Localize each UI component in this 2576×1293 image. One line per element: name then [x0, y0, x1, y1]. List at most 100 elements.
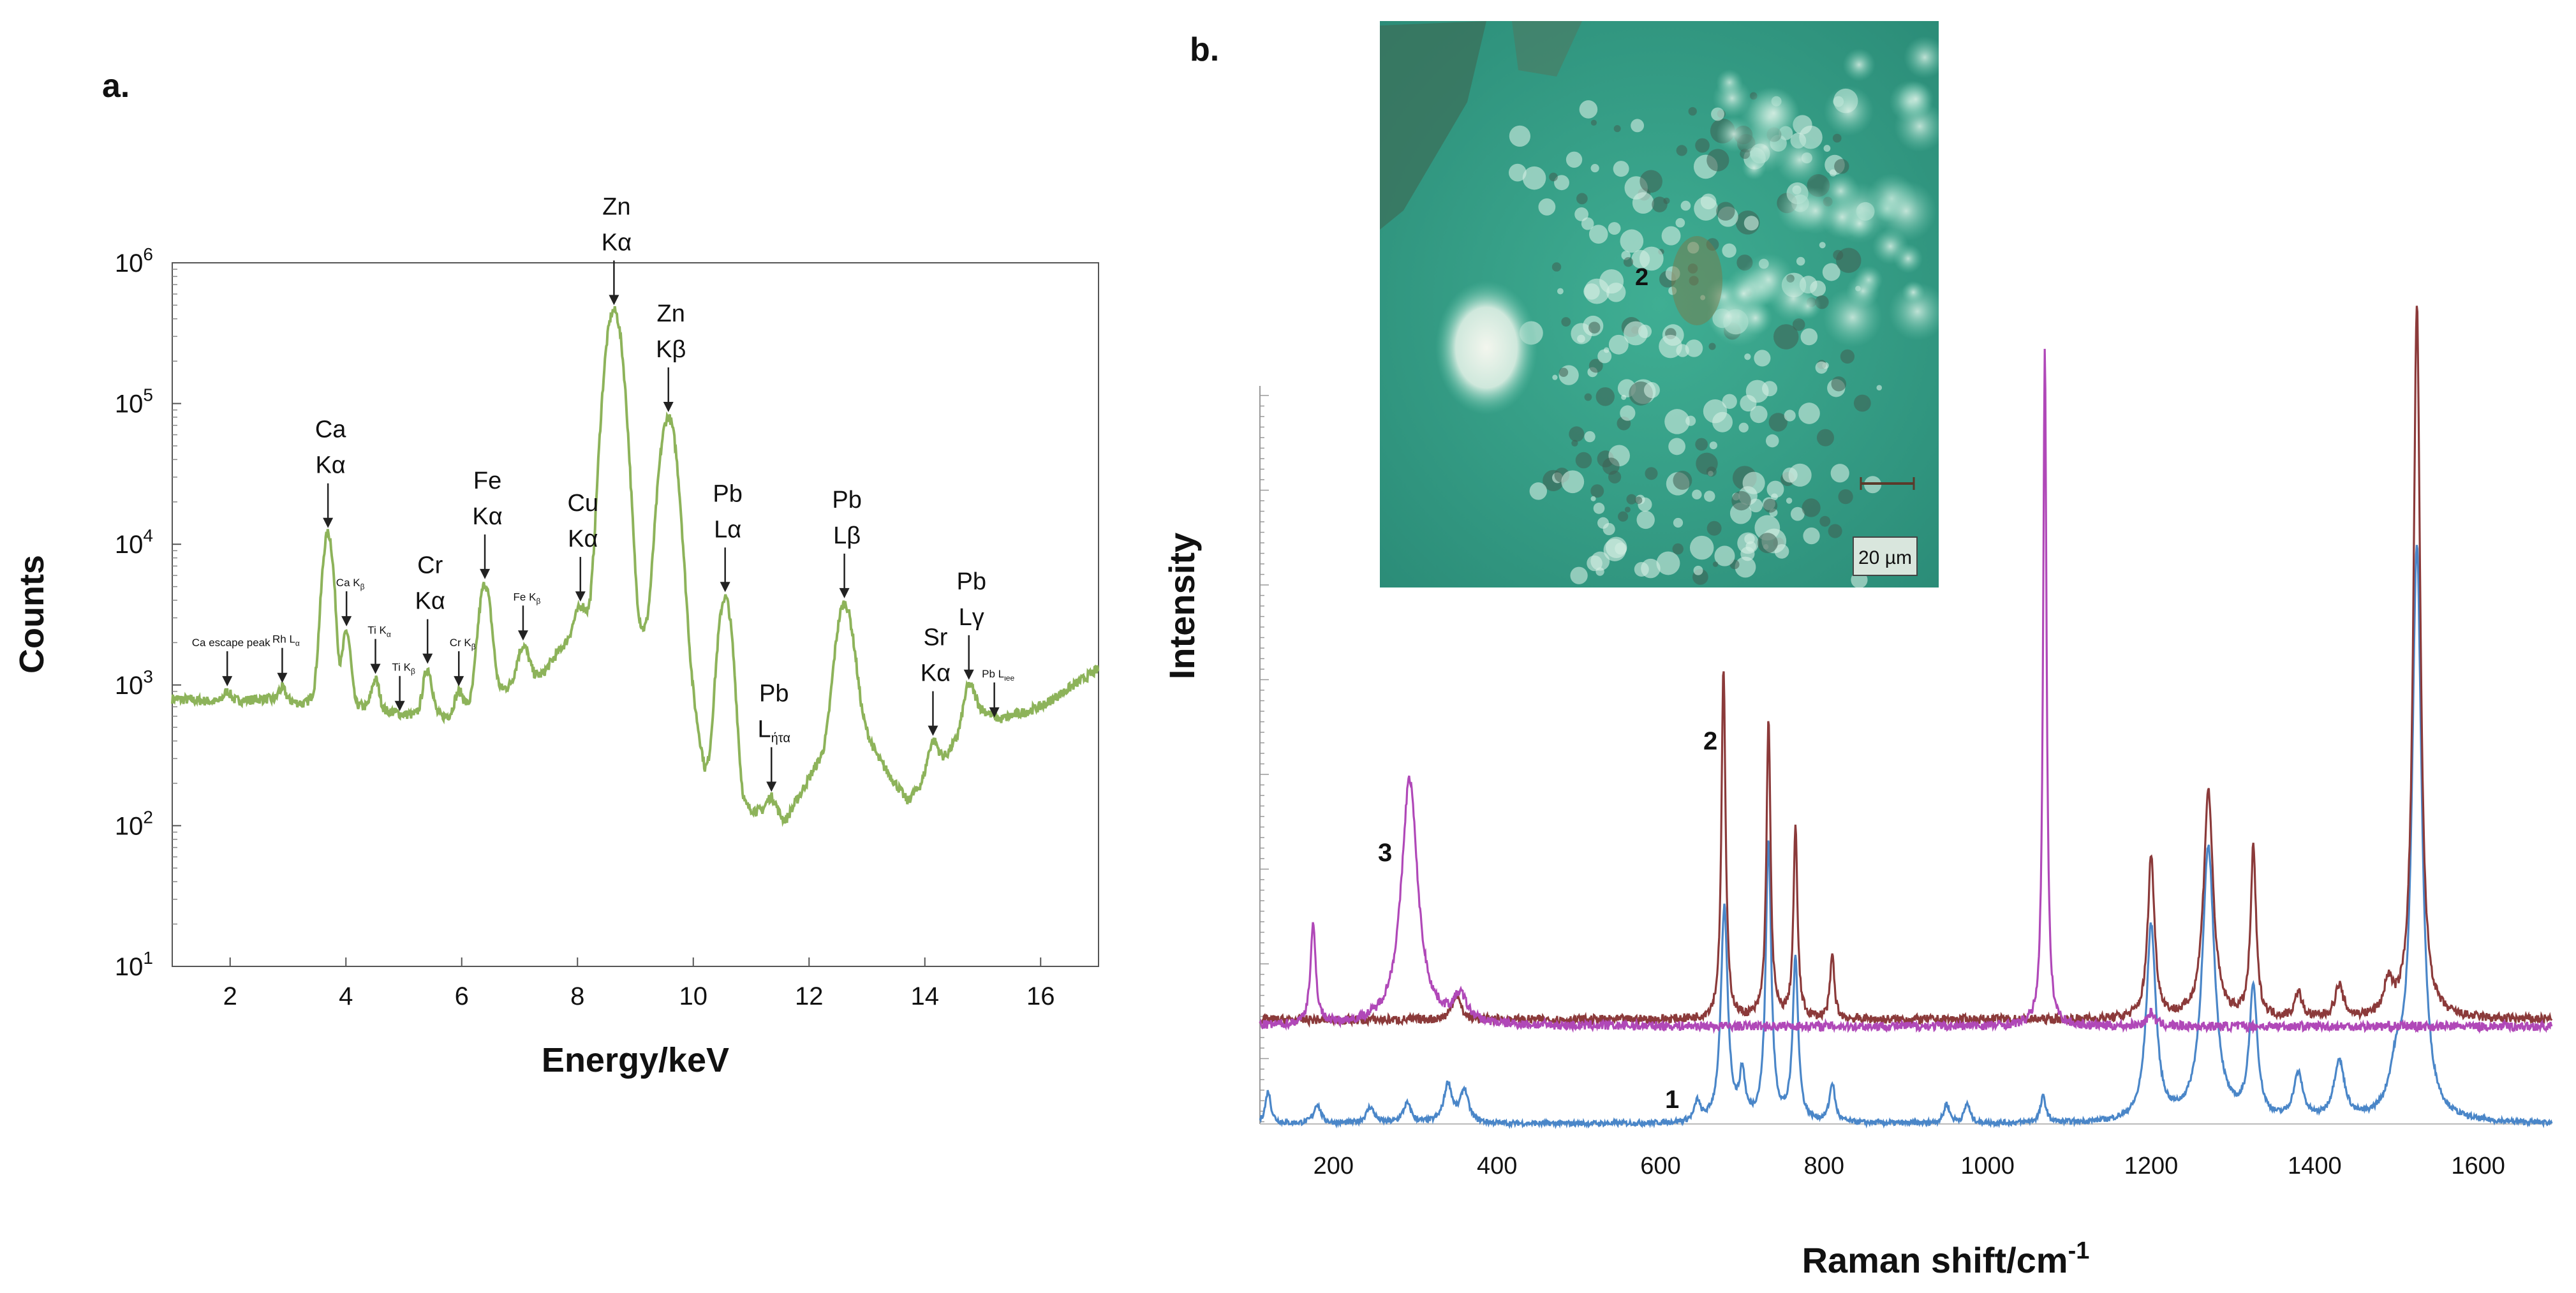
peak-arrowhead: [394, 700, 405, 711]
peak-arrowhead: [720, 582, 730, 593]
peak-label-small: Rh Lα: [272, 633, 300, 648]
xrf-x-tick-label: 14: [911, 982, 940, 1010]
peak-arrowhead: [963, 669, 974, 680]
peak-label-small: Ti Kβ: [392, 661, 415, 676]
xrf-minor-ticks: [172, 269, 177, 925]
raman-curve-label-3: 3: [1378, 839, 1392, 867]
peak-label: Fe: [473, 468, 501, 494]
peak-arrowhead: [663, 401, 674, 412]
peak-arrowhead: [370, 663, 381, 674]
peak-label: Ca: [315, 417, 346, 443]
raman-chart: 200 400 600 800 1000 1200 1400 1600 1 2 3 Intensi…: [1162, 21, 2553, 1280]
xrf-chart: 101 102 103 104 105 106 2 4 6 8 10 12 14 16 Ca escap…: [13, 193, 1100, 1079]
peak-label: Sr: [923, 624, 947, 651]
micrograph-point-label: 2: [1635, 264, 1648, 291]
raman-curve-labels: 1 2 3: [1378, 727, 1717, 1114]
xrf-y-tick-label: 106: [115, 244, 153, 277]
raman-x-ticks: 200 400 600 800 1000 1200 1400 1600: [1314, 1153, 2505, 1179]
peak-arrowhead: [341, 616, 352, 626]
xrf-x-axis-label: Energy/keV: [542, 1041, 729, 1079]
micrograph-inset: 2 20 µm: [1380, 21, 1939, 587]
peak-arrowhead: [422, 653, 433, 664]
peak-label: Pb: [832, 487, 861, 514]
xrf-spectrum-line: [171, 306, 1100, 827]
peak-arrowhead: [277, 672, 288, 683]
peak-label: Pb: [759, 680, 788, 707]
peak-label-line2: Kα: [415, 588, 445, 615]
raman-x-tick-label: 800: [1804, 1153, 1844, 1179]
xrf-y-axis-label: Counts: [13, 555, 51, 674]
raman-series: [1259, 306, 2553, 1130]
peak-arrowhead: [480, 568, 491, 579]
xrf-x-tick-label: 12: [795, 982, 824, 1010]
raman-y-ticks: [1260, 395, 1269, 1123]
scale-bar-label-box: [1853, 536, 1918, 576]
raman-series-3: [1259, 348, 2553, 1035]
micrograph-particles: [1380, 21, 1939, 587]
raman-x-tick-label: 1600: [2451, 1153, 2505, 1179]
xrf-y-ticks: 101 102 103 104 105 106: [115, 244, 181, 981]
peak-label-line2: Lα: [714, 516, 741, 543]
xrf-y-tick-label: 103: [115, 667, 153, 700]
xrf-x-tick-label: 8: [570, 982, 584, 1010]
raman-x-tick-label: 1400: [2288, 1153, 2342, 1179]
peak-label-line2: Kα: [602, 229, 632, 256]
raman-x-tick-label: 600: [1640, 1153, 1680, 1179]
peak-label: Pb: [713, 480, 742, 507]
peak-label-line2: Kα: [568, 526, 598, 552]
xrf-x-tick-label: 6: [455, 982, 469, 1010]
peak-label-line2: Kα: [472, 503, 502, 530]
peak-label-line2: Lήτα: [758, 716, 790, 745]
raman-x-tick-label: 200: [1314, 1153, 1354, 1179]
raman-curve-label-1: 1: [1665, 1086, 1679, 1114]
xrf-x-tick-label: 16: [1026, 982, 1055, 1010]
raman-x-tick-label: 1200: [2124, 1153, 2179, 1179]
peak-label-small: Cr Kβ: [450, 637, 476, 651]
xrf-x-ticks: 2 4 6 8 10 12 14 16: [223, 957, 1055, 1010]
raman-x-tick-label: 1000: [1960, 1153, 2015, 1179]
xrf-x-tick-label: 2: [223, 982, 237, 1010]
raman-x-tick-label: 400: [1477, 1153, 1517, 1179]
panel-b-label: b.: [1190, 31, 1219, 68]
peak-arrowhead: [766, 781, 777, 792]
peak-arrowhead: [928, 725, 938, 736]
xrf-plot-frame: [172, 262, 1099, 967]
raman-y-axis-label: Intensity: [1162, 533, 1202, 679]
peak-label: Cu: [567, 490, 598, 517]
peak-label-line2: Lβ: [833, 522, 861, 549]
peak-label-line2: Lγ: [959, 604, 984, 631]
peak-arrowhead: [989, 707, 1000, 718]
xrf-peak-annotations: Ca escape peak Rh Lα Ca Kα Ca Kβ Ti Kα Ti Kβ Cr…: [192, 193, 1014, 792]
raman-x-axis-label: Raman shift/cm-1: [1802, 1238, 2090, 1280]
xrf-y-tick-label: 102: [115, 807, 153, 840]
peak-label-small: Pb Lιee: [982, 668, 1014, 683]
raman-x-axis-label-main: Raman shift/cm: [1802, 1240, 2068, 1280]
scale-bar-label: 20 µm: [1858, 547, 1912, 568]
peak-arrowhead: [575, 591, 586, 602]
peak-label: Zn: [602, 193, 630, 220]
peak-label-small: Fe Kβ: [514, 591, 541, 605]
micrograph-bright-spot: [1435, 281, 1537, 415]
peak-arrowhead: [517, 630, 528, 641]
micrograph-texture: [1380, 21, 1939, 587]
peak-label: Pb: [956, 568, 986, 595]
peak-arrowhead: [454, 676, 464, 686]
raman-x-axis-label-sup: -1: [2068, 1238, 2090, 1264]
peak-arrowhead: [323, 517, 334, 528]
peak-label-line2: Kα: [921, 660, 951, 687]
xrf-x-tick-label: 10: [679, 982, 708, 1010]
xrf-y-tick-label: 101: [115, 948, 153, 981]
peak-arrowhead: [609, 295, 619, 306]
peak-label-small: Ti Kα: [367, 624, 391, 639]
peak-label: Cr: [417, 552, 443, 579]
peak-arrowhead: [222, 676, 233, 686]
panel-a-label: a.: [102, 68, 130, 105]
raman-series-1: [1259, 545, 2553, 1130]
xrf-y-tick-label: 104: [115, 526, 153, 559]
xrf-y-tick-label: 105: [115, 385, 153, 418]
peak-label: Zn: [657, 300, 685, 327]
raman-curve-label-2: 2: [1703, 727, 1717, 755]
peak-arrowhead: [839, 587, 850, 598]
peak-label-small: Ca Kβ: [336, 577, 365, 591]
